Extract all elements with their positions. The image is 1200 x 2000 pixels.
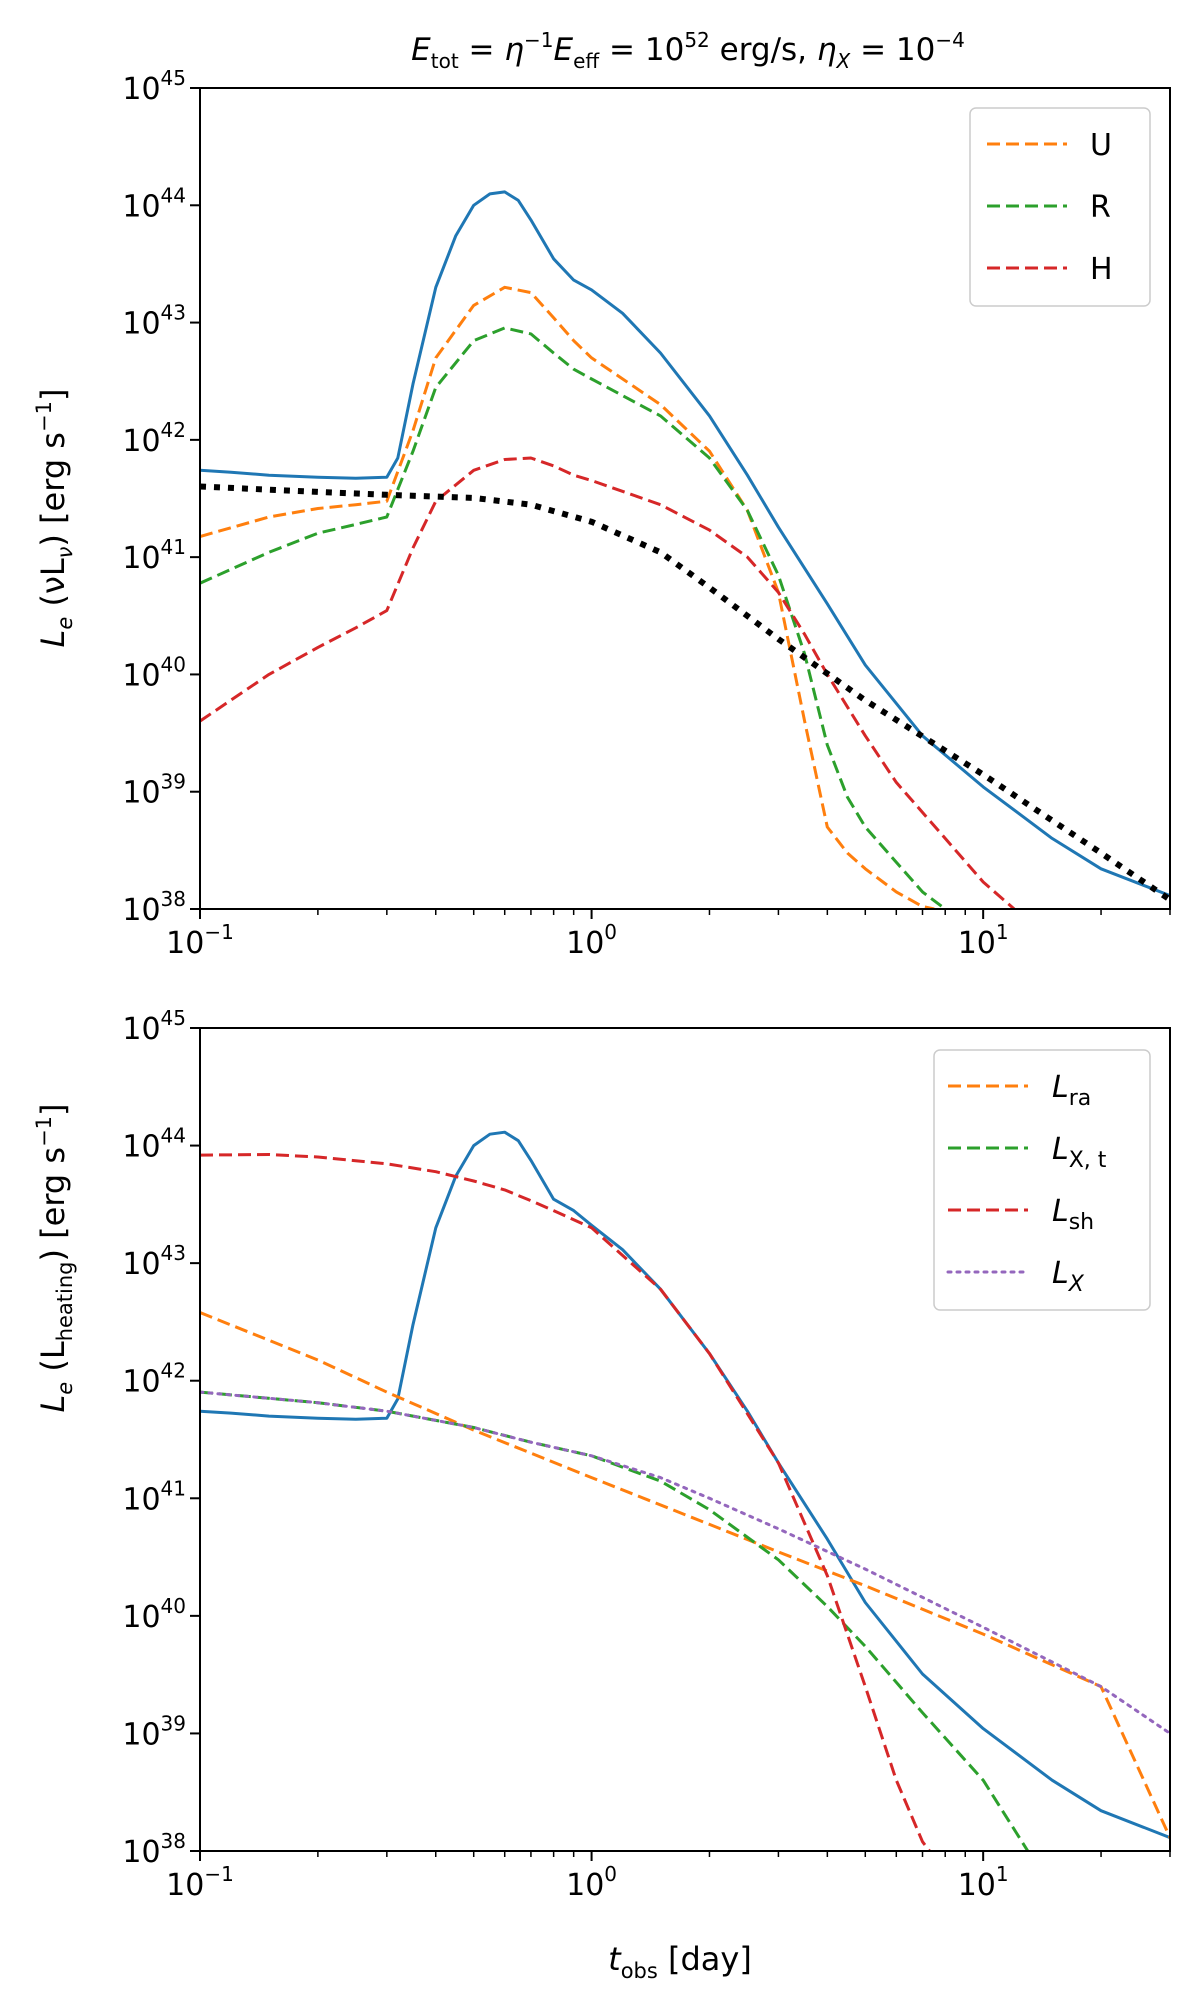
- axes-frame: [199, 87, 1171, 910]
- y-tick-label: 1043: [122, 1241, 186, 1282]
- series-line-u: [200, 285, 935, 909]
- bottom-y-axis-label: Le (Lheating) [erg s−1]: [32, 1103, 77, 1412]
- axes-frame: [199, 1027, 1171, 1852]
- legend-label: H: [1090, 252, 1113, 287]
- x-tick-label: 101: [958, 1862, 1009, 1903]
- y-tick-label: 1044: [122, 183, 186, 224]
- series-group: [200, 190, 1170, 909]
- legend: Lra LX, t Lsh LX: [933, 1049, 1151, 1311]
- top-panel-title: Etot = η−1Eeff = 1052 erg/s, ηX = 10−4: [411, 28, 965, 73]
- y-tick-label: 1042: [122, 1359, 186, 1400]
- y-tick-label: 1045: [122, 66, 186, 107]
- series-line-l-x: [200, 1390, 1170, 1735]
- legend-label: LX: [1052, 1256, 1085, 1297]
- y-tick-label: 1045: [122, 1006, 186, 1047]
- series-line-h: [200, 456, 1016, 909]
- x-tick-label: 101: [958, 920, 1009, 961]
- y-tick-label: 1040: [122, 652, 186, 693]
- series-line-total: [200, 1130, 1170, 1839]
- series-line-l-ra: [200, 1311, 1170, 1839]
- y-tick-label: 1040: [122, 1594, 186, 1635]
- legend-label: Lsh: [1052, 1194, 1094, 1235]
- series-line-total: [200, 190, 1170, 897]
- y-tick-label: 1039: [122, 770, 186, 811]
- x-tick-label: 100: [566, 920, 617, 961]
- x-tick-label: 100: [566, 1862, 617, 1903]
- y-tick-label: 1038: [122, 887, 186, 928]
- x-tick-label: 10−1: [166, 920, 234, 961]
- y-tick-label: 1041: [122, 535, 186, 576]
- y-tick-label: 1039: [122, 1711, 186, 1752]
- series-group: [200, 1130, 1170, 1851]
- top-panel: Etot = η−1Eeff = 1052 erg/s, ηX = 10−4 1…: [32, 28, 1171, 961]
- legend-label: Lra: [1052, 1070, 1091, 1111]
- top-plot-area: 10−1 100 101 1038 1039 1040 1041 1042 1043 1044 10…: [122, 66, 1171, 961]
- series-line-l-sh: [200, 1153, 931, 1851]
- y-tick-label: 1038: [122, 1829, 186, 1870]
- bottom-x-axis-label: tobs [day]: [608, 1940, 752, 1983]
- bottom-plot-area: 10−1 100 101 1038 1039 1040 1041 1042 1043 1044 10…: [122, 1006, 1171, 1903]
- legend-label: U: [1090, 128, 1112, 163]
- legend-label: R: [1090, 190, 1111, 225]
- legend-label: LX, t: [1052, 1132, 1107, 1173]
- x-tick-label: 10−1: [166, 1862, 234, 1903]
- y-tick-label: 1042: [122, 418, 186, 459]
- series-line-black-dotted: [200, 483, 1170, 903]
- legend: URH: [969, 107, 1151, 307]
- legend-box: [969, 107, 1151, 307]
- top-y-axis-label: Le (νLν) [erg s−1]: [32, 389, 77, 648]
- bottom-panel: 10−1 100 101 1038 1039 1040 1041 1042 1043 1044 10…: [32, 1006, 1171, 1983]
- y-tick-label: 1044: [122, 1124, 186, 1165]
- legend-box: [933, 1049, 1151, 1311]
- y-tick-label: 1041: [122, 1476, 186, 1517]
- series-line-r: [200, 326, 947, 909]
- series-line-l-x-t: [200, 1390, 1030, 1851]
- y-tick-label: 1043: [122, 301, 186, 342]
